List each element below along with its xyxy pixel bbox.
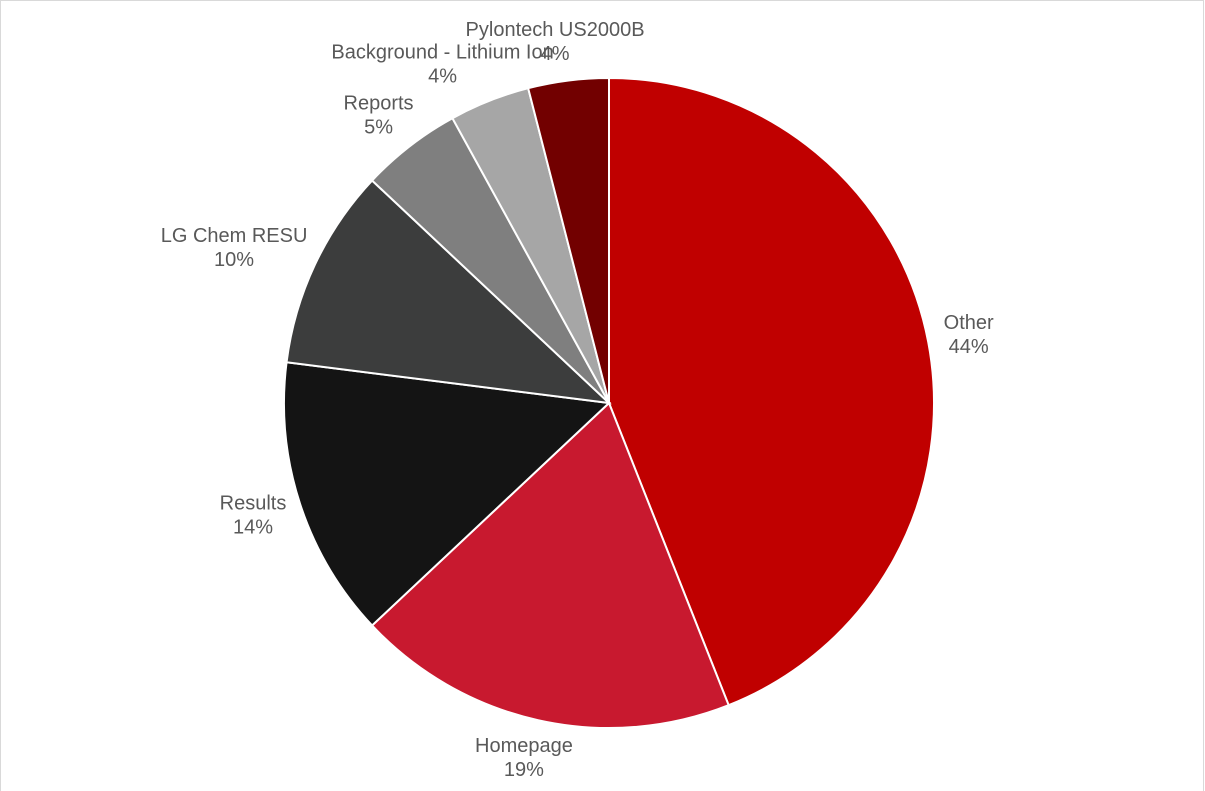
value-label: 44% [949, 336, 989, 358]
value-label: 4% [541, 43, 570, 65]
category-label: Results [220, 492, 287, 514]
value-label: 4% [428, 66, 457, 88]
pie-slice [526, 76, 610, 404]
category-label: Background - Lithium Ion [331, 42, 553, 64]
category-label: Pylontech US2000B [466, 19, 645, 41]
category-label: Reports [344, 92, 414, 114]
pie-slice [283, 361, 612, 627]
value-label: 14% [233, 516, 273, 538]
value-label: 10% [214, 249, 254, 271]
category-label: LG Chem RESU [161, 225, 308, 247]
value-label: 5% [364, 116, 393, 138]
pie-slice [370, 401, 730, 729]
category-label: Homepage [475, 735, 573, 757]
category-label: Other [944, 312, 994, 334]
pie-slice [285, 179, 612, 405]
value-label: 19% [504, 759, 544, 781]
pie-slice [608, 76, 935, 707]
